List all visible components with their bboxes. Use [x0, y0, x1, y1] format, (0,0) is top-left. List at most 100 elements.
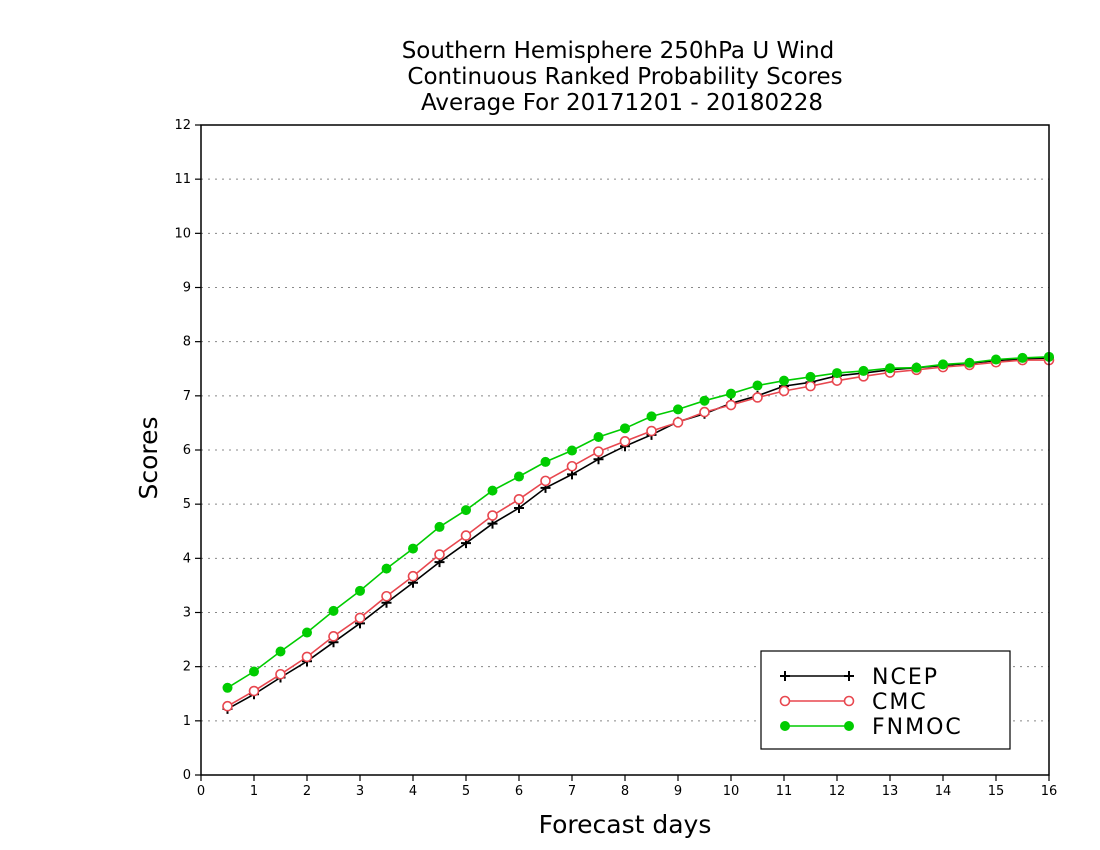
y-tick-label: 10	[174, 226, 191, 241]
y-tick-label: 1	[183, 714, 191, 729]
data-point-cmc	[778, 385, 790, 397]
x-tick-label: 2	[303, 784, 311, 799]
data-point-fnmoc	[964, 357, 975, 368]
data-point-fnmoc	[381, 563, 392, 574]
data-point-cmc	[460, 530, 472, 541]
data-point-cmc	[540, 475, 551, 487]
legend-item-ncep: NCEP	[780, 665, 939, 690]
x-tick-label: 16	[1041, 784, 1058, 799]
data-point-fnmoc	[1017, 352, 1028, 363]
data-point-cmc	[434, 549, 445, 560]
x-tick-label: 13	[882, 784, 899, 799]
x-tick-label: 3	[356, 784, 364, 799]
grid	[201, 178, 1049, 722]
legend-marker	[780, 671, 790, 681]
data-point-fnmoc	[487, 485, 498, 496]
data-point-fnmoc	[593, 432, 604, 442]
data-point-fnmoc	[858, 365, 869, 376]
data-point-fnmoc	[222, 682, 233, 693]
x-tick-label: 8	[621, 784, 629, 799]
data-point-fnmoc	[540, 456, 551, 467]
data-point-fnmoc	[434, 521, 445, 532]
data-point-fnmoc	[752, 380, 763, 391]
x-tick-label: 5	[462, 784, 470, 799]
data-point-fnmoc	[805, 371, 816, 382]
series-layer	[222, 351, 1055, 714]
data-point-cmc	[301, 651, 313, 663]
data-point-cmc	[646, 425, 657, 437]
data-point-cmc	[222, 700, 233, 712]
data-point-fnmoc	[885, 363, 895, 374]
x-tick-label: 7	[568, 784, 576, 799]
legend-label-cmc: CMC	[872, 690, 928, 715]
data-point-fnmoc	[779, 375, 789, 386]
x-axis-label: Forecast days	[539, 810, 712, 839]
y-tick-label: 2	[183, 660, 191, 675]
x-tick-label: 14	[935, 784, 952, 799]
legend-marker	[780, 721, 790, 731]
legend-marker	[844, 671, 854, 681]
data-point-fnmoc	[514, 471, 524, 482]
x-tick-label: 4	[409, 784, 417, 799]
data-point-cmc	[354, 612, 366, 624]
data-point-fnmoc	[938, 359, 948, 370]
y-tick-label: 7	[183, 389, 191, 404]
y-tick-label: 0	[183, 768, 191, 783]
data-point-fnmoc	[567, 445, 577, 456]
data-point-fnmoc	[408, 543, 418, 554]
data-point-fnmoc	[275, 646, 286, 657]
title-line-1: Southern Hemisphere 250hPa U Wind	[402, 38, 835, 64]
legend-item-fnmoc: FNMOC	[780, 715, 963, 740]
legend-marker	[779, 695, 791, 707]
data-point-fnmoc	[302, 627, 312, 638]
y-tick-label: 3	[183, 606, 191, 621]
data-point-cmc	[248, 685, 260, 697]
data-point-fnmoc	[991, 354, 1001, 365]
title-line-3: Average For 20171201 - 20180228	[421, 90, 823, 116]
data-point-cmc	[328, 631, 339, 642]
data-point-fnmoc	[620, 423, 630, 434]
data-point-fnmoc	[726, 388, 736, 399]
x-tick-label: 11	[776, 784, 793, 799]
data-point-cmc	[407, 570, 419, 582]
data-point-cmc	[805, 380, 816, 392]
data-point-fnmoc	[673, 404, 683, 415]
data-point-cmc	[275, 668, 286, 680]
x-tick-label: 12	[829, 784, 846, 799]
data-point-cmc	[672, 417, 684, 428]
data-point-cmc	[513, 493, 525, 505]
y-tick-label: 6	[183, 443, 191, 458]
data-point-fnmoc	[832, 368, 842, 379]
data-point-fnmoc	[646, 411, 657, 422]
legend-marker	[843, 695, 855, 707]
data-point-cmc	[619, 436, 631, 447]
title-line-2: Continuous Ranked Probability Scores	[407, 64, 842, 90]
legend-item-cmc: CMC	[779, 690, 928, 715]
data-point-fnmoc	[328, 605, 339, 616]
x-tick-label: 9	[674, 784, 682, 799]
legend-label-ncep: NCEP	[872, 665, 939, 690]
x-tick-label: 1	[250, 784, 258, 799]
x-tick-label: 6	[515, 784, 523, 799]
data-point-fnmoc	[699, 395, 710, 406]
legend-label-fnmoc: FNMOC	[872, 715, 963, 740]
data-point-cmc	[566, 460, 578, 472]
data-point-fnmoc	[461, 505, 471, 516]
series-fnmoc	[222, 351, 1054, 693]
y-tick-label: 12	[174, 118, 191, 133]
data-point-cmc	[381, 590, 392, 602]
data-point-fnmoc	[249, 666, 259, 677]
legend-marker	[844, 721, 854, 731]
series-line-fnmoc	[227, 356, 1050, 689]
data-point-cmc	[487, 510, 498, 521]
x-tick-label: 15	[988, 784, 1005, 799]
x-tick-label: 10	[723, 784, 740, 799]
y-tick-label: 8	[183, 335, 191, 350]
y-tick-label: 4	[183, 551, 191, 566]
y-axis-label: Scores	[134, 416, 163, 499]
y-tick-label: 9	[183, 281, 191, 296]
y-tick-label: 5	[183, 497, 191, 512]
